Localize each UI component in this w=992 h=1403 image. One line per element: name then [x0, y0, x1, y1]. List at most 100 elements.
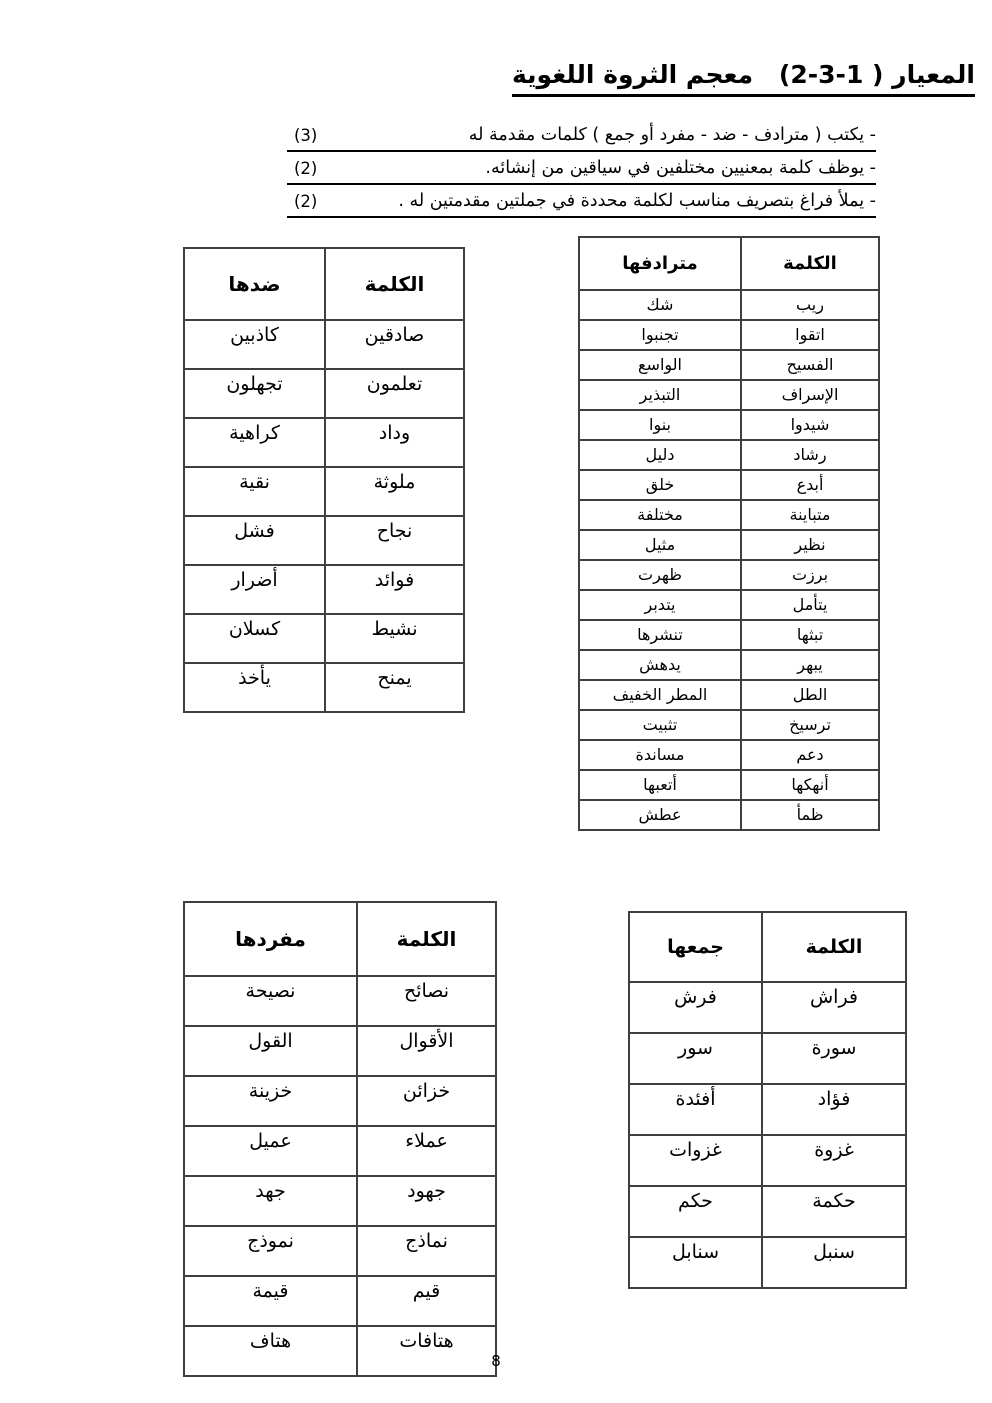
table-cell: ترسيخ	[740, 709, 880, 741]
criteria-mark: (3)	[294, 126, 318, 145]
table-cell: كراهية	[183, 417, 326, 468]
table-cell: كاذبين	[183, 319, 326, 370]
table-row: اتقوا تجنبوا	[578, 319, 880, 351]
table-cell: شك	[578, 289, 742, 321]
table-cell: التبذير	[578, 379, 742, 411]
table-cell: سنابل	[628, 1236, 763, 1289]
table-row: خزائن خزينة	[183, 1075, 497, 1127]
table-cell: هتافات	[356, 1325, 497, 1377]
table-cell: شيدوا	[740, 409, 880, 441]
table-cell: فوائد	[324, 564, 465, 615]
table-cell: يتدبر	[578, 589, 742, 621]
table-cell: المطر الخفيف	[578, 679, 742, 711]
table-row: صادقين كاذبين	[183, 319, 465, 370]
table-cell: مساندة	[578, 739, 742, 771]
table-cell: نشيط	[324, 613, 465, 664]
table-cell: الفسيح	[740, 349, 880, 381]
table-cell: خزينة	[183, 1075, 358, 1127]
criteria-line: - يكتب ( مترادف - ضد - مفرد أو جمع ) كلم…	[287, 119, 876, 152]
table-cell: أبدع	[740, 469, 880, 501]
table-header-row: الكلمة ضدها	[183, 247, 465, 321]
table-cell: تنشرها	[578, 619, 742, 651]
criteria-text: - يوظف كلمة بمعنيين مختلفين في سياقين من…	[485, 158, 876, 178]
table-cell: عطش	[578, 799, 742, 831]
page-title-subject: معجم الثروة اللغوية	[512, 60, 754, 89]
table-cell: سور	[628, 1032, 763, 1085]
table-row: متباينة مختلفة	[578, 499, 880, 531]
table-row: قيم قيمة	[183, 1275, 497, 1327]
column-header: الكلمة	[324, 247, 465, 321]
table-cell: جهود	[356, 1175, 497, 1227]
table-row: نماذج نموذج	[183, 1225, 497, 1277]
table-cell: برزت	[740, 559, 880, 591]
synonyms-table: الكلمة مترادفها ريب شك اتقوا تجنبوا الفسيح الوا…	[578, 236, 880, 831]
column-header: ضدها	[183, 247, 326, 321]
table-cell: أتعبها	[578, 769, 742, 801]
table-cell: قيم	[356, 1275, 497, 1327]
table-row: تعلمون تجهلون	[183, 368, 465, 419]
table-cell: مختلفة	[578, 499, 742, 531]
table-cell: أنهكها	[740, 769, 880, 801]
table-cell: القول	[183, 1025, 358, 1077]
table-cell: عملاء	[356, 1125, 497, 1177]
criteria-text: - يكتب ( مترادف - ضد - مفرد أو جمع ) كلم…	[468, 125, 876, 145]
table-cell: دليل	[578, 439, 742, 471]
page-number: 8	[491, 1352, 501, 1370]
table-row: ملوثة نقية	[183, 466, 465, 517]
table-cell: نصائح	[356, 975, 497, 1027]
table-cell: تجنبوا	[578, 319, 742, 351]
table-cell: يأخذ	[183, 662, 326, 713]
table-cell: بنوا	[578, 409, 742, 441]
table-cell: فشل	[183, 515, 326, 566]
column-header: مفردها	[183, 901, 358, 977]
table-cell: ريب	[740, 289, 880, 321]
table-cell: غزوة	[761, 1134, 907, 1187]
table-row: عملاء عميل	[183, 1125, 497, 1177]
table-cell: يمنح	[324, 662, 465, 713]
column-header: الكلمة	[356, 901, 497, 977]
table-cell: الأقوال	[356, 1025, 497, 1077]
table-header-row: الكلمة جمعها	[628, 911, 907, 983]
table-row: برزت ظهرت	[578, 559, 880, 591]
table-cell: خزائن	[356, 1075, 497, 1127]
table-cell: نظير	[740, 529, 880, 561]
table-cell: فرش	[628, 981, 763, 1034]
table-cell: فراش	[761, 981, 907, 1034]
column-header: الكلمة	[761, 911, 907, 983]
table-cell: حكم	[628, 1185, 763, 1238]
table-cell: عميل	[183, 1125, 358, 1177]
table-row: حكمة حكم	[628, 1185, 907, 1238]
table-row: ترسيخ تثبيت	[578, 709, 880, 741]
table-cell: تبثها	[740, 619, 880, 651]
table-cell: الواسع	[578, 349, 742, 381]
singulars-table: الكلمة مفردها نصائح نصيحة الأقوال القول خزائن خ…	[183, 901, 497, 1377]
table-row: نجاح فشل	[183, 515, 465, 566]
table-cell: تجهلون	[183, 368, 326, 419]
table-row: الإسراف التبذير	[578, 379, 880, 411]
table-row: شيدوا بنوا	[578, 409, 880, 441]
criteria-mark: (2)	[294, 192, 318, 211]
table-row: فوائد أضرار	[183, 564, 465, 615]
table-row: دعم مساندة	[578, 739, 880, 771]
table-row: فراش فرش	[628, 981, 907, 1034]
table-cell: كسلان	[183, 613, 326, 664]
table-cell: ظمأ	[740, 799, 880, 831]
table-cell: تعلمون	[324, 368, 465, 419]
table-cell: نموذج	[183, 1225, 358, 1277]
table-cell: خلق	[578, 469, 742, 501]
column-header: الكلمة	[740, 236, 880, 291]
table-cell: الإسراف	[740, 379, 880, 411]
table-row: تبثها تنشرها	[578, 619, 880, 651]
table-cell: نماذج	[356, 1225, 497, 1277]
table-cell: حكمة	[761, 1185, 907, 1238]
antonyms-table: الكلمة ضدها صادقين كاذبين تعلمون تجهلون وداد كر…	[183, 247, 465, 713]
table-cell: غزوات	[628, 1134, 763, 1187]
table-cell: يتأمل	[740, 589, 880, 621]
table-cell: مثيل	[578, 529, 742, 561]
table-cell: نجاح	[324, 515, 465, 566]
table-header-row: الكلمة مترادفها	[578, 236, 880, 291]
table-row: وداد كراهية	[183, 417, 465, 468]
table-row: هتافات هتاف	[183, 1325, 497, 1377]
column-header: مترادفها	[578, 236, 742, 291]
